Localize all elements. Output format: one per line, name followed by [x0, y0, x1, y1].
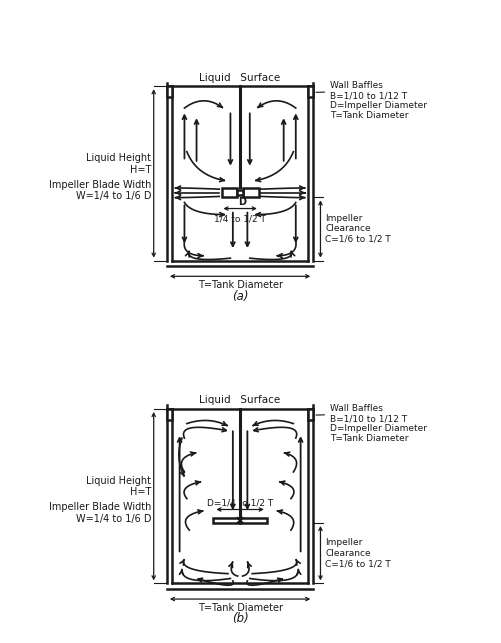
Text: Impeller
Clearance
C=1/6 to 1/2 T: Impeller Clearance C=1/6 to 1/2 T — [325, 214, 390, 244]
Text: D=1/4 to 1/2 T: D=1/4 to 1/2 T — [206, 498, 273, 507]
Text: Impeller
Clearance
C=1/6 to 1/2 T: Impeller Clearance C=1/6 to 1/2 T — [325, 538, 390, 568]
Text: D: D — [238, 197, 246, 207]
Text: Liquid   Surface: Liquid Surface — [199, 73, 280, 83]
Text: Wall Baffles
B=1/10 to 1/12 T: Wall Baffles B=1/10 to 1/12 T — [315, 82, 406, 101]
Text: Impeller Blade Width
W=1/4 to 1/6 D: Impeller Blade Width W=1/4 to 1/6 D — [49, 179, 151, 201]
Bar — [239, 518, 266, 523]
Text: Impeller Blade Width
W=1/4 to 1/6 D: Impeller Blade Width W=1/4 to 1/6 D — [49, 502, 151, 524]
Bar — [242, 188, 258, 197]
Text: Wall Baffles
B=1/10 to 1/12 T: Wall Baffles B=1/10 to 1/12 T — [315, 404, 406, 424]
Text: Liquid Height
H=T: Liquid Height H=T — [86, 153, 151, 174]
Text: (a): (a) — [231, 289, 248, 303]
Bar — [237, 190, 242, 195]
Bar — [167, 409, 172, 420]
Text: T=Tank Diameter: T=Tank Diameter — [197, 602, 282, 613]
Text: T=Tank Diameter: T=Tank Diameter — [197, 280, 282, 290]
Text: Liquid Height
H=T: Liquid Height H=T — [86, 476, 151, 497]
Bar — [221, 188, 237, 197]
Bar — [307, 86, 313, 97]
Bar — [167, 86, 172, 97]
Text: 1/4 to 1/2 T: 1/4 to 1/2 T — [214, 215, 266, 224]
Bar — [307, 409, 313, 420]
Text: D=Impeller Diameter
T=Tank Diameter: D=Impeller Diameter T=Tank Diameter — [330, 424, 426, 443]
Text: (b): (b) — [231, 612, 248, 626]
Text: D=Impeller Diameter
T=Tank Diameter: D=Impeller Diameter T=Tank Diameter — [330, 101, 426, 120]
Bar — [213, 518, 239, 523]
Text: Liquid   Surface: Liquid Surface — [199, 395, 280, 406]
